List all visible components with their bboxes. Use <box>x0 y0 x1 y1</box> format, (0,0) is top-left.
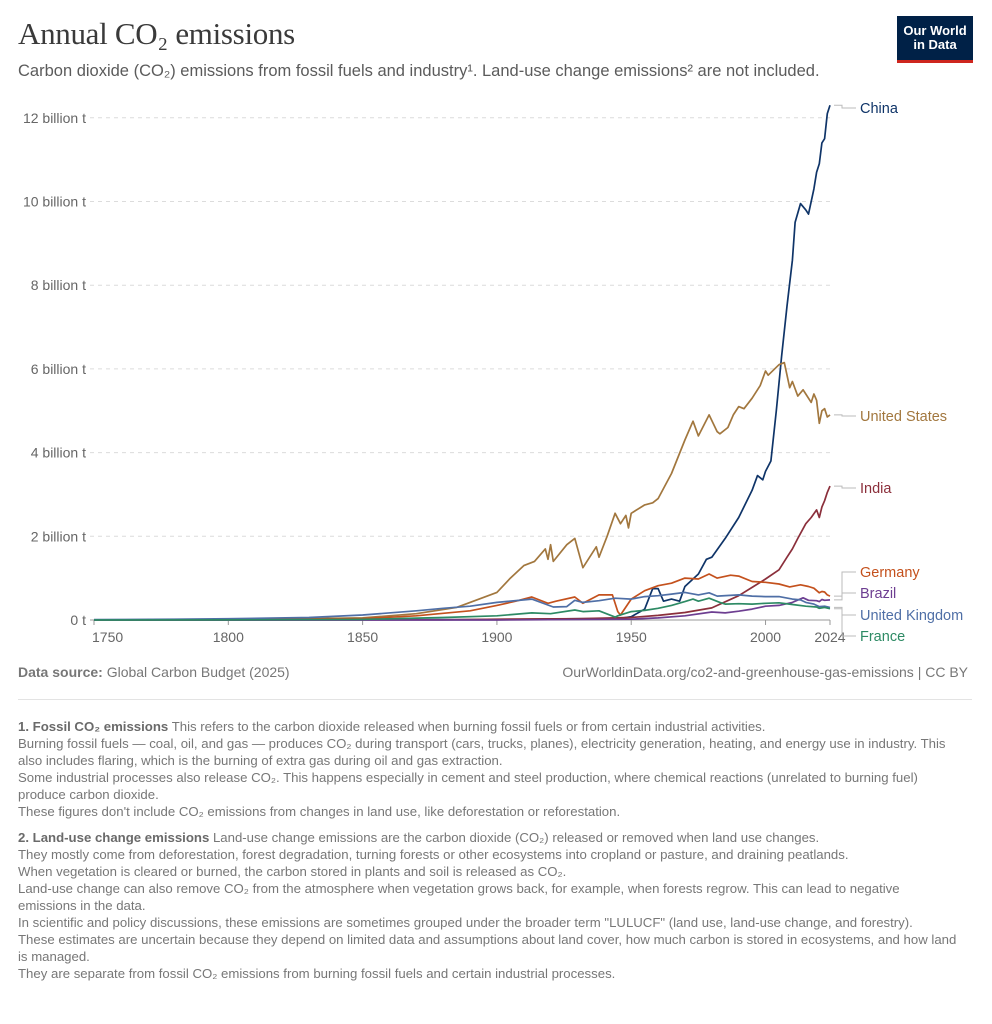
series-label: France <box>860 629 905 645</box>
x-tick-label: 1750 <box>92 629 123 645</box>
x-tick-label: 1850 <box>347 629 378 645</box>
footnote-line: Land-use change can also remove CO₂ from… <box>18 881 900 913</box>
footnote-1: 1. Fossil CO₂ emissions This refers to t… <box>18 718 958 820</box>
y-tick-label: 8 billion t <box>31 277 86 293</box>
y-tick-label: 0 t <box>70 612 86 628</box>
source-label: Data source: <box>18 664 103 680</box>
footnote-line: Land-use change emissions are the carbon… <box>212 830 820 845</box>
series-line-india <box>93 485 831 621</box>
footnote-line: These figures don't include CO₂ emission… <box>18 804 621 819</box>
x-tick-label: 1900 <box>481 629 512 645</box>
label-connector <box>834 592 856 601</box>
series-line-china <box>93 104 831 621</box>
series-label: India <box>860 481 892 497</box>
footnote-line: These estimates are uncertain because th… <box>18 932 957 964</box>
source-value[interactable]: Global Carbon Budget (2025) <box>106 664 290 680</box>
series-line-france <box>93 597 831 621</box>
footnote-line: Some industrial processes also release C… <box>18 770 918 802</box>
divider <box>18 699 972 700</box>
y-tick-label: 12 billion t <box>23 110 86 126</box>
footnote-line: In scientific and policy discussions, th… <box>18 915 913 930</box>
logo-line-1: Our World <box>903 23 967 38</box>
series-line-united-kingdom <box>93 591 831 621</box>
label-connector <box>834 485 856 489</box>
series-label: Brazil <box>860 586 896 602</box>
footnote-line: This refers to the carbon dioxide releas… <box>171 719 766 734</box>
footnote-heading: 1. Fossil CO₂ emissions <box>18 719 169 734</box>
x-tick-label: 2000 <box>750 629 781 645</box>
series-label: Germany <box>860 565 920 581</box>
data-source: Data source: Global Carbon Budget (2025) <box>18 664 290 680</box>
y-tick-label: 4 billion t <box>31 445 86 461</box>
y-tick-label: 6 billion t <box>31 361 86 377</box>
label-connector <box>834 571 856 597</box>
owid-logo[interactable]: Our World in Data <box>897 16 973 63</box>
chart-subtitle: Carbon dioxide (CO₂) emissions from foss… <box>18 62 820 80</box>
footnote-line: They mostly come from deforestation, for… <box>18 847 849 862</box>
logo-line-2: in Data <box>913 37 957 52</box>
footnote-line: When vegetation is cleared or burned, th… <box>18 864 567 879</box>
footnote-heading: 2. Land-use change emissions <box>18 830 210 845</box>
footnotes: 1. Fossil CO₂ emissions This refers to t… <box>18 718 958 991</box>
label-connector <box>834 104 856 109</box>
series-line-brazil <box>94 596 831 621</box>
series-label: China <box>860 101 899 117</box>
series-line-united-states <box>93 361 831 621</box>
series-label: United States <box>860 409 947 425</box>
footnote-line: Burning fossil fuels — coal, oil, and ga… <box>18 736 946 768</box>
line-chart: 0 t 2 billion t 4 billion t 6 billion t 8 bi… <box>23 101 963 645</box>
x-tick-label: 2024 <box>814 629 845 645</box>
y-tick-label: 2 billion t <box>31 528 86 544</box>
y-tick-label: 10 billion t <box>23 194 86 210</box>
x-tick-label: 1950 <box>616 629 647 645</box>
chart-title: Annual CO₂ emissions <box>18 16 295 51</box>
series-label: United Kingdom <box>860 608 963 624</box>
footnote-2: 2. Land-use change emissions Land-use ch… <box>18 829 958 982</box>
label-connector <box>834 414 856 417</box>
label-connector <box>834 608 856 637</box>
footnote-line: They are separate from fossil CO₂ emissi… <box>18 966 616 981</box>
credit-link[interactable]: OurWorldinData.org/co2-and-greenhouse-ga… <box>562 664 968 680</box>
x-tick-label: 1800 <box>213 629 244 645</box>
